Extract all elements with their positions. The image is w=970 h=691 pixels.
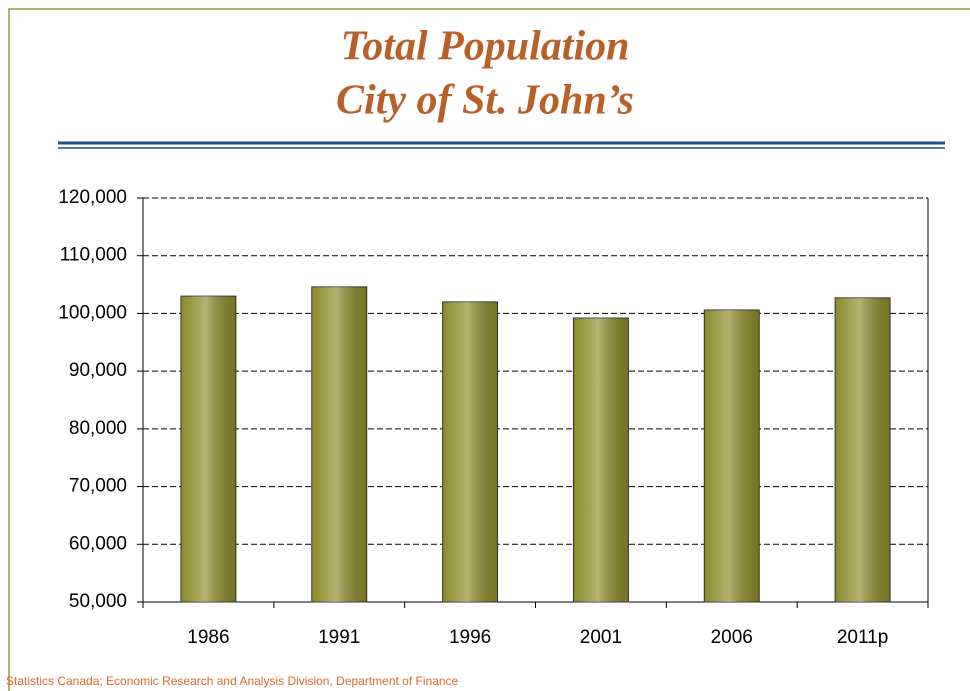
y-tick-label: 90,000 [69,360,127,381]
bar-shine [311,286,367,602]
chart-title: Total Population [340,24,629,70]
x-tick-label: 1991 [318,627,360,648]
y-tick-label: 50,000 [69,591,127,612]
x-tick-label: 2011p [837,627,888,648]
x-tick-label: 2006 [711,627,753,648]
slide-border [8,8,970,691]
chart-subtitle: City of St. John’s [336,78,634,124]
y-tick-label: 100,000 [58,302,127,323]
y-tick-label: 80,000 [69,418,127,439]
source-note: Statistics Canada; Economic Research and… [6,674,459,688]
bar-shine [835,297,891,602]
x-tick-label: 1996 [449,627,491,648]
bar-shine [573,318,629,602]
y-tick-label: 60,000 [69,533,127,554]
bar-shine [704,309,760,602]
bar-shine [442,301,498,602]
x-tick-label: 1986 [187,627,229,648]
y-tick-label: 70,000 [69,476,127,497]
y-tick-label: 120,000 [58,187,127,208]
bar-shine [180,296,236,602]
y-tick-label: 110,000 [60,245,127,266]
x-tick-label: 2001 [580,627,622,648]
